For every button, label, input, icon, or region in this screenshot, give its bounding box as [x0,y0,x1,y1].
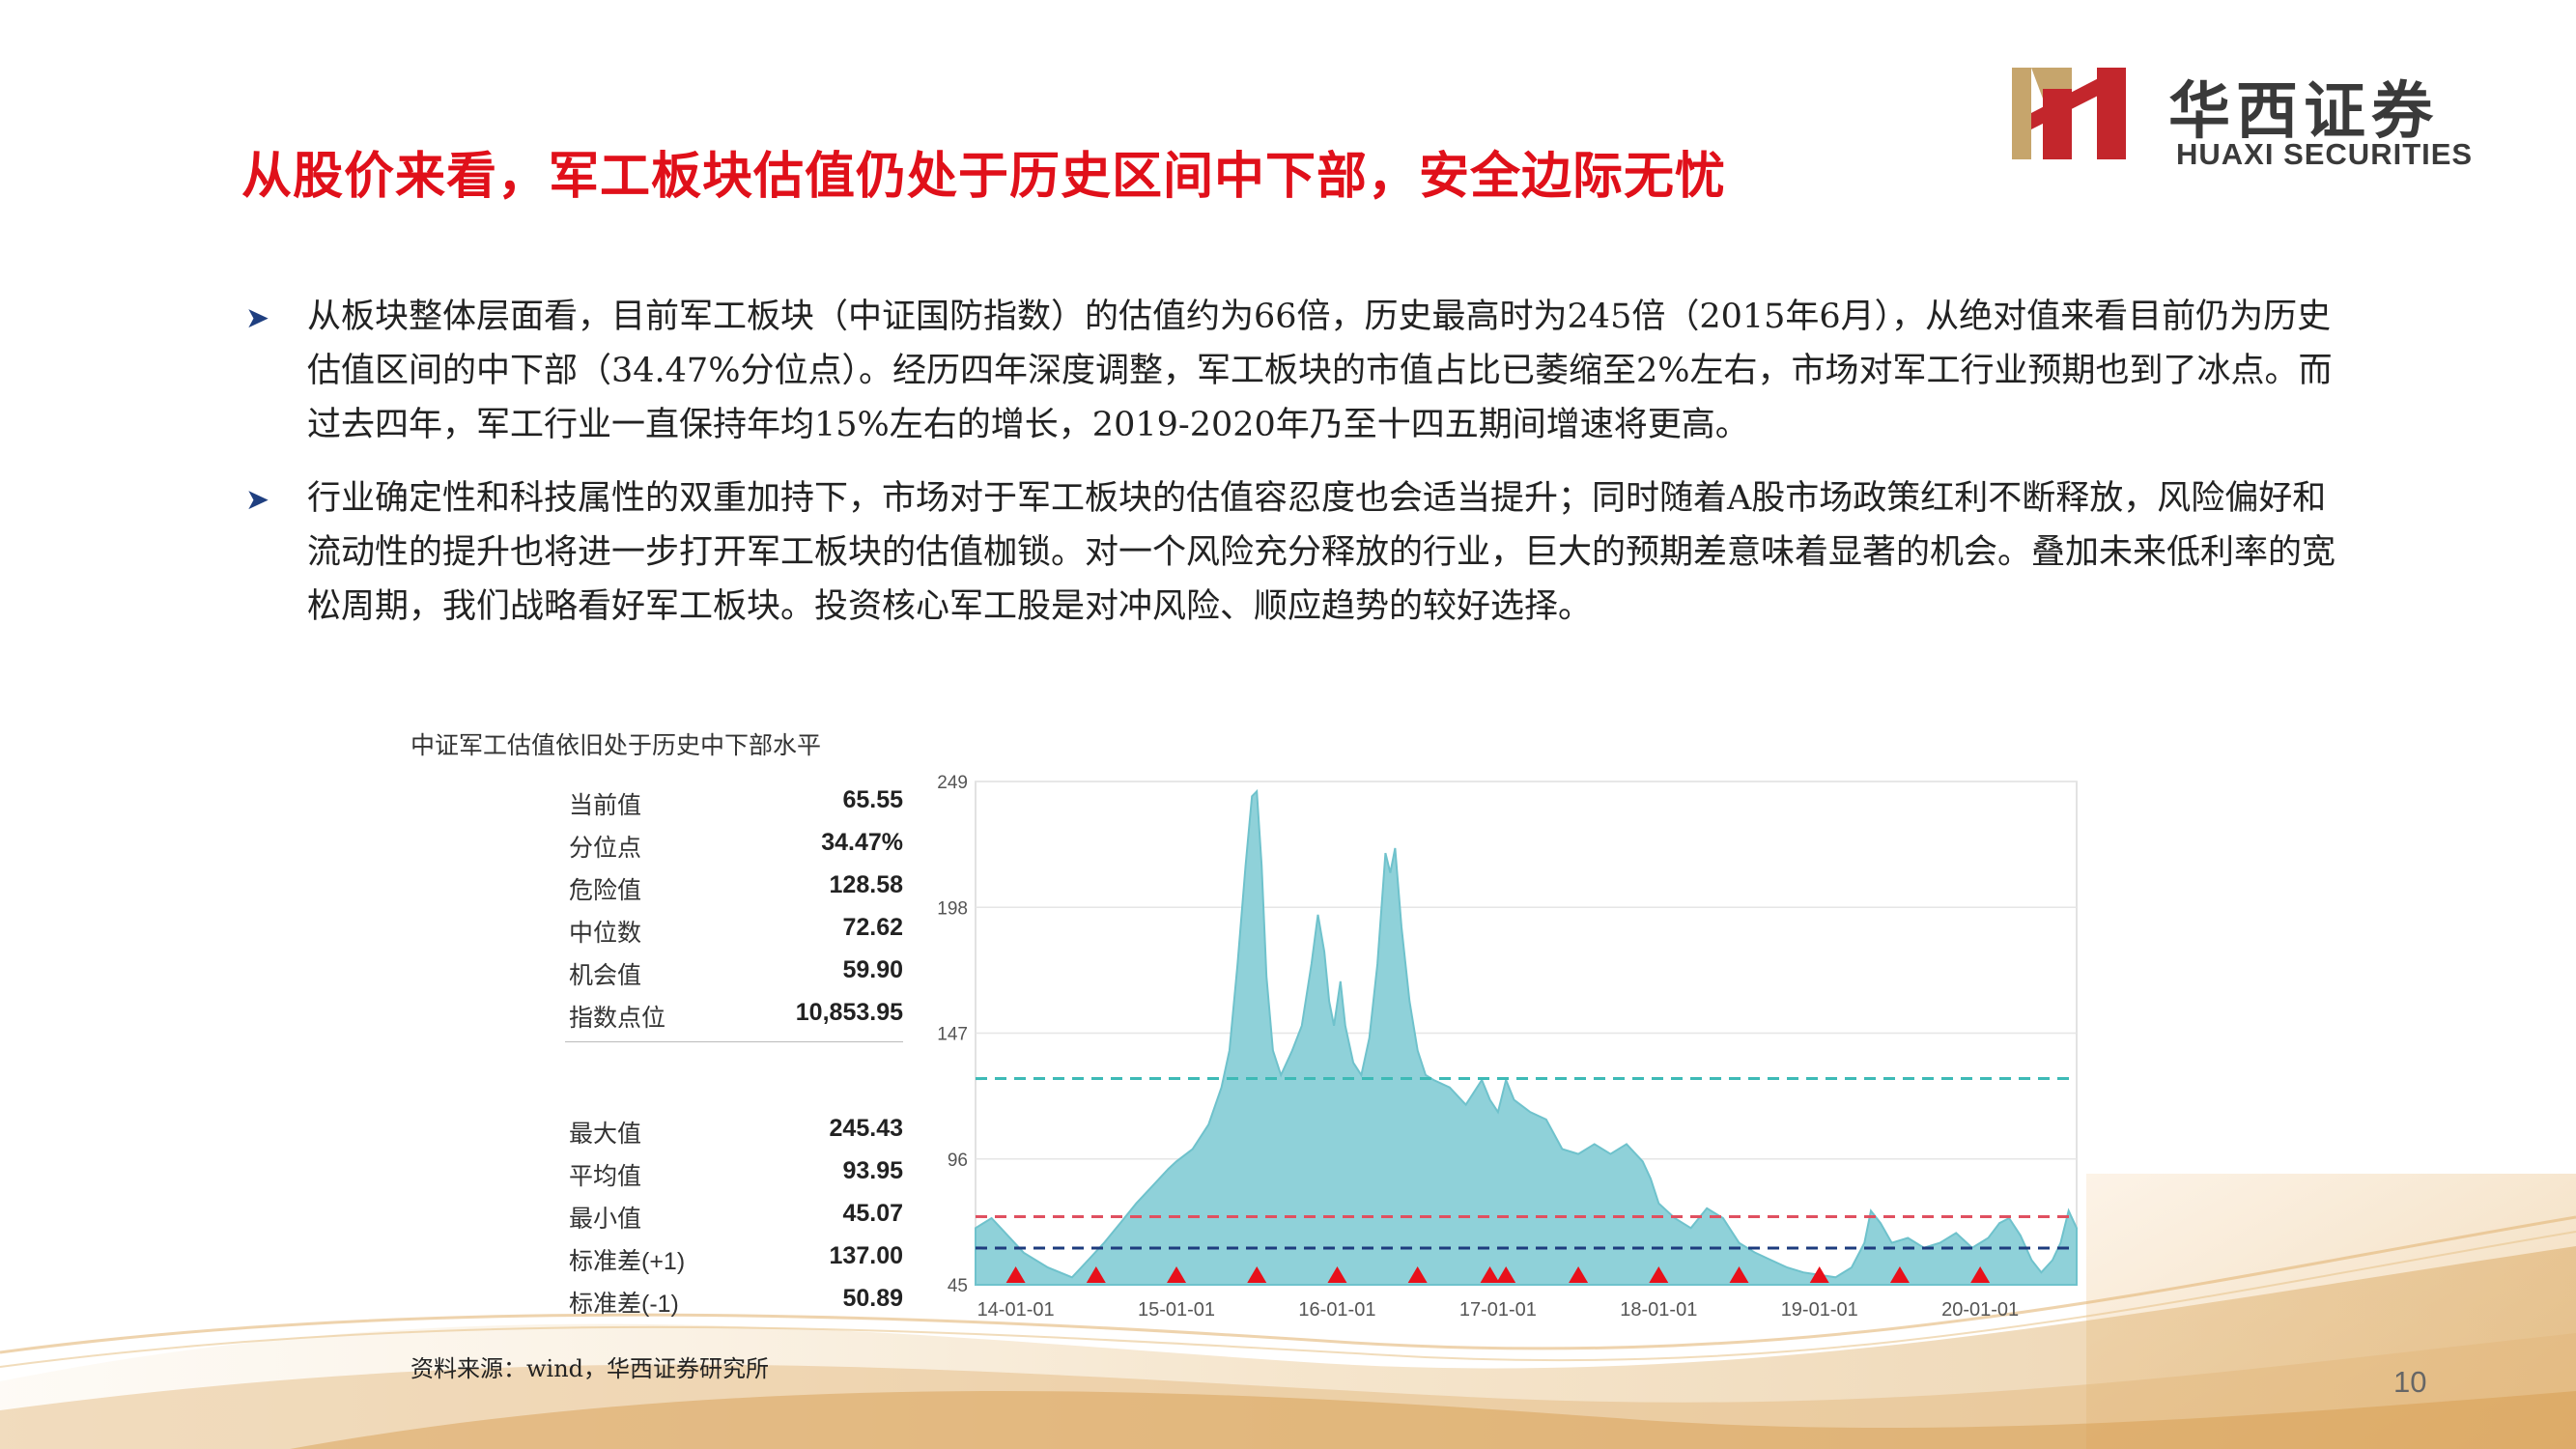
marker-triangle [1649,1266,1669,1283]
marker-triangle [1167,1266,1187,1283]
stat-label: 危险值 [569,877,642,904]
stat-value: 50.89 [842,1285,903,1312]
stat-label: 最大值 [569,1121,642,1148]
x-tick-label: 17-01-01 [1459,1299,1537,1321]
y-tick-label: 249 [937,773,968,793]
chart-caption: 中证军工估值依旧处于历史中下部水平 [410,731,822,759]
x-tick-label: 20-01-01 [1941,1299,2019,1321]
bullet-list: ➤ 从板块整体层面看，目前军工板块（中证国防指数）的估值约为66倍，历史最高时为… [241,290,2347,653]
stat-row: 中位数 72.62 [565,908,903,947]
marker-triangle [1729,1266,1749,1283]
valuation-area-chart: 249 198 147 96 45 14-01-01 15-01-01 16-01-01 17-… [937,773,2078,1321]
stat-row: 最大值 245.43 [565,1109,903,1148]
stat-row: 当前值 65.55 [565,781,903,819]
x-tick-label: 16-01-01 [1298,1299,1375,1321]
arrow-bullet-icon: ➤ [245,483,270,517]
y-tick-label: 198 [937,898,968,919]
stats-divider [565,1041,903,1042]
stat-row: 分位点 34.47% [565,823,903,862]
x-tick-label: 18-01-01 [1620,1299,1697,1321]
huaxi-logo-icon [2012,68,2126,159]
stat-label: 指数点位 [569,1005,666,1032]
stat-value: 72.62 [842,914,903,941]
bullet-item: ➤ 从板块整体层面看，目前军工板块（中证国防指数）的估值约为66倍，历史最高时为… [241,290,2347,452]
stat-row: 危险值 128.58 [565,866,903,904]
marker-triangle [1247,1266,1267,1283]
stat-label: 最小值 [569,1206,642,1233]
y-tick-label: 45 [948,1276,968,1296]
stat-value: 245.43 [829,1115,903,1142]
marker-triangle [1496,1266,1516,1283]
stat-row: 标准差(-1) 50.89 [565,1279,903,1318]
stat-value: 128.58 [829,871,903,898]
stat-value: 93.95 [842,1157,903,1184]
arrow-bullet-icon: ➤ [245,301,270,335]
stat-value: 45.07 [842,1200,903,1227]
y-tick-label: 147 [937,1025,968,1045]
stat-row: 平均值 93.95 [565,1151,903,1190]
source-note: 资料来源：wind，华西证券研究所 [410,1355,770,1382]
slide-title: 从股价来看，军工板块估值仍处于历史区间中下部，安全边际无忧 [241,148,1727,206]
marker-triangle [1889,1266,1910,1283]
stat-label: 标准差(+1) [569,1248,686,1275]
marker-triangle [1005,1266,1026,1283]
x-tick-label: 14-01-01 [977,1299,1055,1321]
marker-triangle [1970,1266,1991,1283]
marker-triangle [1809,1266,1829,1283]
marker-triangle [1086,1266,1106,1283]
bullet-text: 行业确定性和科技属性的双重加持下，市场对于军工板块的估值容忍度也会适当提升；同时… [307,479,2336,626]
stat-value: 65.55 [842,786,903,813]
y-tick-label: 96 [948,1151,968,1171]
marker-triangle [1480,1266,1500,1283]
x-tick-label: 15-01-01 [1138,1299,1215,1321]
bullet-item: ➤ 行业确定性和科技属性的双重加持下，市场对于军工板块的估值容忍度也会适当提升；… [241,471,2347,634]
stat-label: 中位数 [569,920,642,947]
stat-label: 机会值 [569,962,642,989]
stat-value: 10,853.95 [795,999,903,1026]
stat-row: 机会值 59.90 [565,951,903,989]
marker-triangle [1327,1266,1347,1283]
logo-english-name: HUAXI SECURITIES [2176,137,2474,171]
stat-value: 137.00 [829,1242,903,1269]
x-tick-label: 19-01-01 [1781,1299,1858,1321]
stat-label: 分位点 [569,835,642,862]
marker-triangle [1407,1266,1428,1283]
stat-row: 最小值 45.07 [565,1194,903,1233]
logo-chinese-name: 华西证券 [2168,76,2439,148]
stat-label: 平均值 [569,1163,642,1190]
stat-label: 当前值 [569,792,642,819]
company-logo: 华西证券 HUAXI SECURITIES [2004,60,2506,176]
stat-label: 标准差(-1) [569,1291,679,1318]
stat-value: 59.90 [842,956,903,983]
valuation-area-series [975,788,2078,1286]
stat-value: 34.47% [821,829,903,856]
bullet-text: 从板块整体层面看，目前军工板块（中证国防指数）的估值约为66倍，历史最高时为24… [307,298,2333,444]
stat-row: 标准差(+1) 137.00 [565,1236,903,1275]
marker-triangle [1569,1266,1589,1283]
stat-row: 指数点位 10,853.95 [565,993,903,1032]
page-number: 10 [2393,1365,2427,1399]
